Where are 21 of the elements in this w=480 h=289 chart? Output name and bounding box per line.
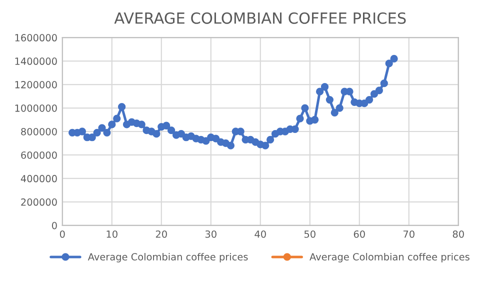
x-tick-label: 70 (404, 230, 414, 238)
y-tick-label: 1400000 (15, 58, 57, 65)
y-tick-label: 400000 (20, 174, 57, 182)
x-tick-label: 60 (354, 230, 365, 238)
chart-title: AVERAGE COLOMBIAN COFFEE PRICES (114, 12, 406, 24)
y-tick-label: 600000 (21, 151, 57, 159)
x-tick-label: 80 (452, 230, 464, 238)
x-tick-label: 30 (205, 230, 216, 238)
x-tick-label: 40 (254, 230, 266, 238)
y-tick-label: 1000000 (15, 104, 57, 112)
y-tick-label: 800000 (21, 128, 57, 136)
y-tick-label: 0 (52, 222, 57, 230)
y-tick-label: 1200000 (15, 81, 57, 88)
y-tick-label: 1600000 (15, 34, 57, 42)
x-tick-label: 50 (304, 230, 316, 238)
legend-label: Average Colombian coffee prices (88, 252, 248, 262)
x-tick-label: 20 (156, 230, 167, 238)
legend-label: Average Colombian coffee prices (310, 252, 470, 262)
x-tick-label: 10 (106, 230, 118, 238)
x-tick-label: 0 (60, 230, 65, 238)
y-tick-label: 200000 (21, 198, 57, 206)
